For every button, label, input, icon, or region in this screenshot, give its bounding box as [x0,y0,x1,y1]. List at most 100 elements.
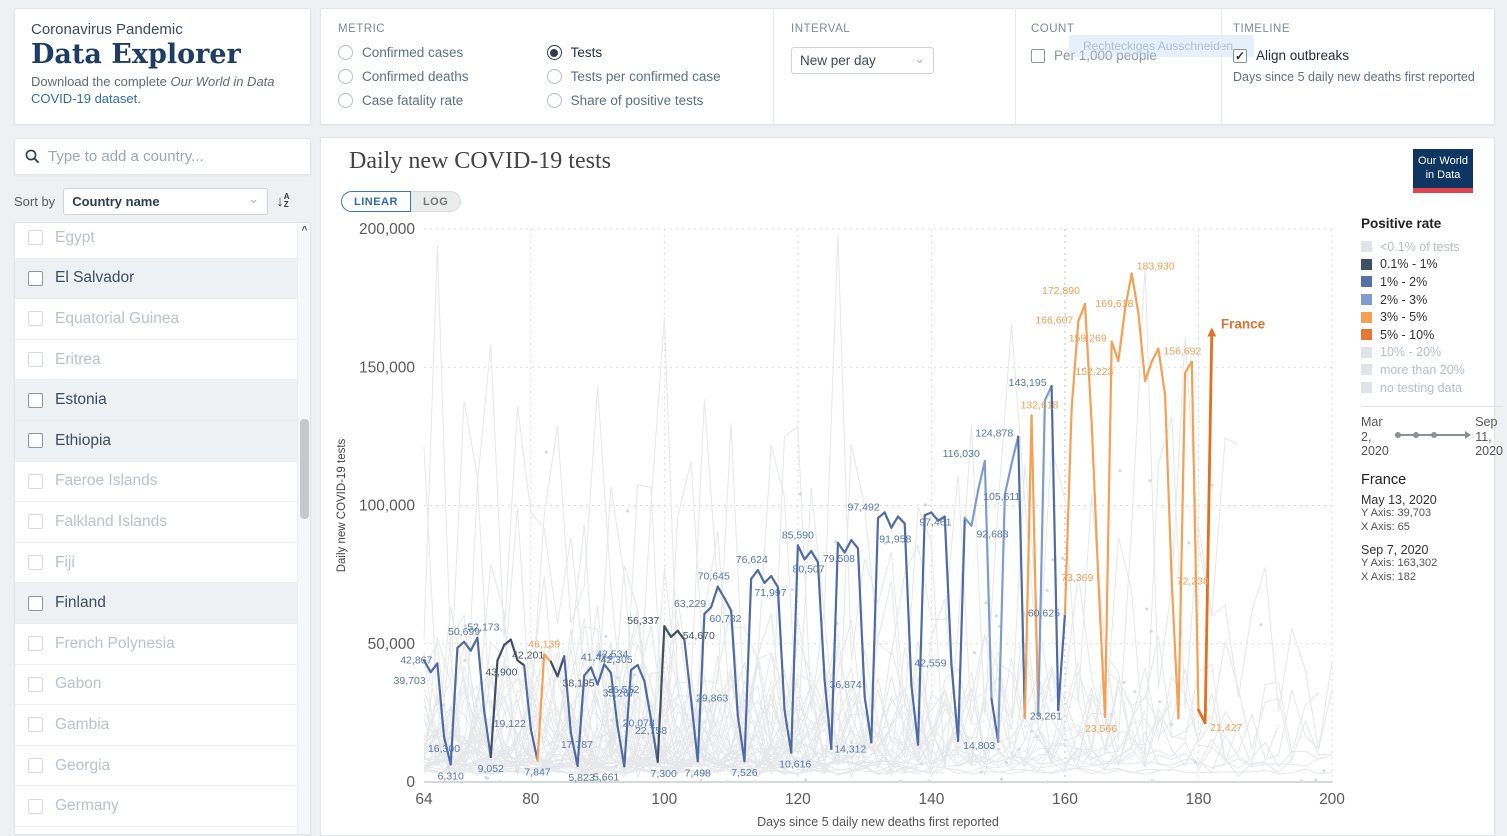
align-outbreaks-label: Align outbreaks [1256,48,1350,63]
data-point-label: 52,173 [467,622,499,634]
radio-icon [546,69,562,84]
legend-item[interactable]: 1% - 2% [1361,273,1503,291]
checkbox-icon[interactable] [28,433,43,449]
legend-item[interactable]: 3% - 5% [1361,308,1503,326]
legend-swatch [1361,241,1372,253]
svg-text:80: 80 [522,791,540,808]
info-date: Sep 7, 2020 [1361,542,1429,557]
checkbox-icon[interactable] [28,270,43,286]
svg-text:100,000: 100,000 [359,498,415,515]
metric-radio-tests[interactable]: Tests [546,45,721,60]
align-outbreaks-checkbox[interactable]: ✓ Align outbreaks [1233,48,1475,63]
svg-text:150,000: 150,000 [359,359,415,376]
checkbox-icon[interactable] [28,758,43,774]
data-point-label: 35,267 [603,687,635,699]
country-name: Fiji [55,553,75,571]
country-row-germany[interactable]: Germany [15,786,310,827]
data-point-label: 42,305 [601,654,633,666]
country-name: Falkland Islands [55,512,168,530]
selection-info: France May 13, 2020 Y Axis: 39,703 X Axis:… [1361,472,1503,584]
data-point-label: 42,867 [400,654,432,666]
legend-label: 10% - 20% [1380,345,1442,360]
legend-item[interactable]: 2% - 3% [1361,291,1503,309]
checkbox-icon[interactable] [28,717,43,733]
country-row-faeroe-islands[interactable]: Faeroe Islands [15,461,310,503]
country-row-estonia[interactable]: Estonia [15,380,310,421]
checkbox-icon[interactable] [28,352,43,368]
country-row-el-salvador[interactable]: El Salvador [15,258,310,300]
chart-plot[interactable]: 0 50,000 100,000 150,000 200,000 64 80 100 120 14… [321,138,1496,836]
data-point-label: 36,552 [607,684,639,696]
timeline-slider-track[interactable] [1394,430,1472,439]
checkbox-icon[interactable] [28,514,43,530]
explorer-subtitle-brand: Our World in Data [170,73,275,89]
checkbox-icon[interactable] [28,798,43,814]
data-point-label: 124,878 [975,428,1013,440]
checkbox-icon[interactable] [28,555,43,571]
legend-item[interactable]: 5% - 10% [1361,326,1503,344]
svg-text:160: 160 [1052,791,1078,808]
legend-item[interactable]: <0.1% of tests [1361,238,1503,256]
country-row-french-polynesia[interactable]: French Polynesia [15,623,310,665]
checkbox-icon[interactable] [28,230,43,246]
checkbox-icon[interactable] [28,595,43,611]
data-point-label: 29,863 [696,692,728,704]
data-point-label: 92,683 [976,529,1008,541]
svg-text:200: 200 [1319,791,1345,808]
legend-label: <0.1% of tests [1380,239,1460,254]
country-row-gabon[interactable]: Gabon [15,664,310,706]
country-list-scrollbar[interactable]: ^ [297,223,310,834]
scroll-up-icon[interactable]: ^ [301,225,308,236]
country-row-ethiopia[interactable]: Ethiopia [15,420,310,462]
data-point-label: 79,508 [823,553,855,565]
sort-select-value: Country name [72,193,160,209]
data-point-label: 105,611 [983,491,1020,503]
country-row-fiji[interactable]: Fiji [15,542,310,584]
data-point-label: 156,692 [1163,346,1201,358]
metric-radio-confirmed-deaths[interactable]: Confirmed deaths [338,69,469,84]
interval-select[interactable]: New per day ⌄ [791,47,934,74]
explorer-header: Coronavirus Pandemic Data Explorer Downl… [14,8,311,125]
legend-item[interactable]: 10% - 20% [1361,344,1503,362]
sort-select[interactable]: Country name ⌄ [63,187,269,215]
legend-item[interactable]: 0.1% - 1% [1361,256,1503,274]
country-search-input[interactable] [48,148,300,165]
metric-radio-confirmed-cases[interactable]: Confirmed cases [338,45,469,60]
country-row-falkland-islands[interactable]: Falkland Islands [15,502,310,543]
data-point-label: 7,526 [731,767,757,779]
data-point-label: 46,139 [528,638,560,650]
checkbox-icon[interactable] [28,676,43,692]
checkbox-icon[interactable] [28,473,43,489]
legend-item[interactable]: no testing data [1361,379,1503,397]
svg-text:Days since 5 daily new deaths: Days since 5 daily new deaths first repo… [757,815,999,829]
radio-icon [546,45,562,60]
legend-item[interactable]: more than 20% [1361,361,1503,379]
per-1000-checkbox[interactable]: Per 1,000 people [1031,48,1157,63]
country-row-eritrea[interactable]: Eritrea [15,339,310,381]
country-row-egypt[interactable]: Egypt [15,223,310,259]
metric-radio-tests-per-confirmed-case[interactable]: Tests per confirmed case [546,69,721,84]
scale-toggle: LINEAR LOG [341,191,462,212]
country-row-equatorial-guinea[interactable]: Equatorial Guinea [15,299,310,340]
scrollbar-thumb[interactable] [300,419,309,519]
metric-radio-case-fatality-rate[interactable]: Case fatality rate [338,93,469,108]
data-point-label: 41,424 [581,651,613,663]
data-point-label: 9,052 [478,763,504,775]
checkbox-icon[interactable] [28,392,43,408]
linear-scale-button[interactable]: LINEAR [341,191,411,212]
checkbox-icon[interactable] [28,311,43,327]
dataset-link[interactable]: COVID-19 dataset. [31,90,141,106]
data-point-label: 63,229 [674,598,706,610]
checkbox-icon: ✓ [1233,48,1247,63]
country-row-gambia[interactable]: Gambia [15,705,310,746]
country-row-georgia[interactable]: Georgia [15,745,310,787]
timeline-end-date: Sep 11, 2020 [1475,415,1503,459]
log-scale-button[interactable]: LOG [410,191,462,212]
metric-radio-share-of-positive-tests[interactable]: Share of positive tests [546,93,721,108]
timeline-start-date: Mar 2, 2020 [1361,415,1389,459]
chart-card: Daily new COVID-19 tests LINEAR LOG Our … [320,137,1503,836]
checkbox-icon[interactable] [28,636,43,652]
country-row-finland[interactable]: Finland [15,583,310,624]
